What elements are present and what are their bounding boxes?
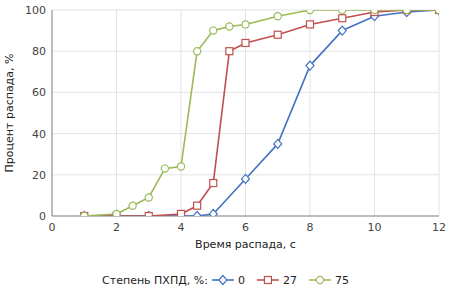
point [403,10,410,14]
x-tick-label: 12 [432,221,446,234]
grid-line-y [52,51,439,52]
point [339,15,346,22]
point [226,23,233,30]
legend-title: Степень ПХПД, %: [102,274,208,287]
point [274,13,281,20]
grid-line-x [181,10,182,216]
point [209,209,217,216]
point [242,39,249,46]
point [274,31,281,38]
legend-item: 0 [212,274,245,287]
x-tick-label: 4 [178,221,185,234]
point [210,180,217,187]
point [194,202,201,209]
point [339,10,346,14]
point [80,212,88,217]
legend-label: 27 [283,274,297,287]
plot-area [80,10,439,216]
point [242,21,249,28]
legend: Степень ПХПД, %: 0 27 75 [102,274,349,287]
series-line [84,10,439,216]
point [145,194,152,201]
grid-line-x [52,10,53,216]
point [129,202,136,209]
point [306,10,313,14]
point [242,174,250,183]
point [338,26,346,35]
y-tick-label: 0 [39,210,46,223]
legend-marker [219,276,227,285]
legend-marker [316,276,323,283]
point [306,61,314,70]
grid-line-x [439,10,440,216]
y-tick-label: 20 [32,169,46,182]
point [81,212,88,216]
point [145,213,152,217]
y-axis [52,10,53,216]
point [435,10,439,15]
point [307,21,314,28]
x-axis-label: Время распада, с [195,238,296,251]
y-tick-label: 40 [32,128,46,141]
point [81,213,88,217]
y-tick-label: 100 [25,4,46,17]
grid [52,10,439,216]
x-tick-label: 0 [49,221,56,234]
point [178,210,185,216]
y-tick-label: 60 [32,86,46,99]
x-tick-label: 10 [368,221,382,234]
legend-marker [264,277,271,284]
point [210,27,217,34]
point [226,48,233,55]
series-line [84,10,439,216]
grid-line-x [116,10,117,216]
series-line [84,10,439,216]
point [274,139,282,148]
grid-line-y [52,92,439,93]
legend-item: 75 [309,274,349,287]
x-tick-label: 2 [113,221,120,234]
grid-line-x [374,10,375,216]
legend-item: 27 [257,274,297,287]
point [194,48,201,55]
point [371,10,378,14]
point [193,212,201,217]
point [177,163,184,170]
point [113,210,120,216]
y-axis-label: Процент распада, % [3,54,16,173]
point [436,10,440,14]
x-tick-label: 6 [242,221,249,234]
grid-line-x [310,10,311,216]
x-tick-label: 8 [307,221,314,234]
y-tick-label: 80 [32,45,46,58]
legend-label: 0 [238,274,245,287]
point [161,165,168,172]
point [435,10,439,14]
point [403,10,410,14]
grid-line-y [52,133,439,134]
point [145,212,153,217]
legend-label: 75 [335,274,349,287]
